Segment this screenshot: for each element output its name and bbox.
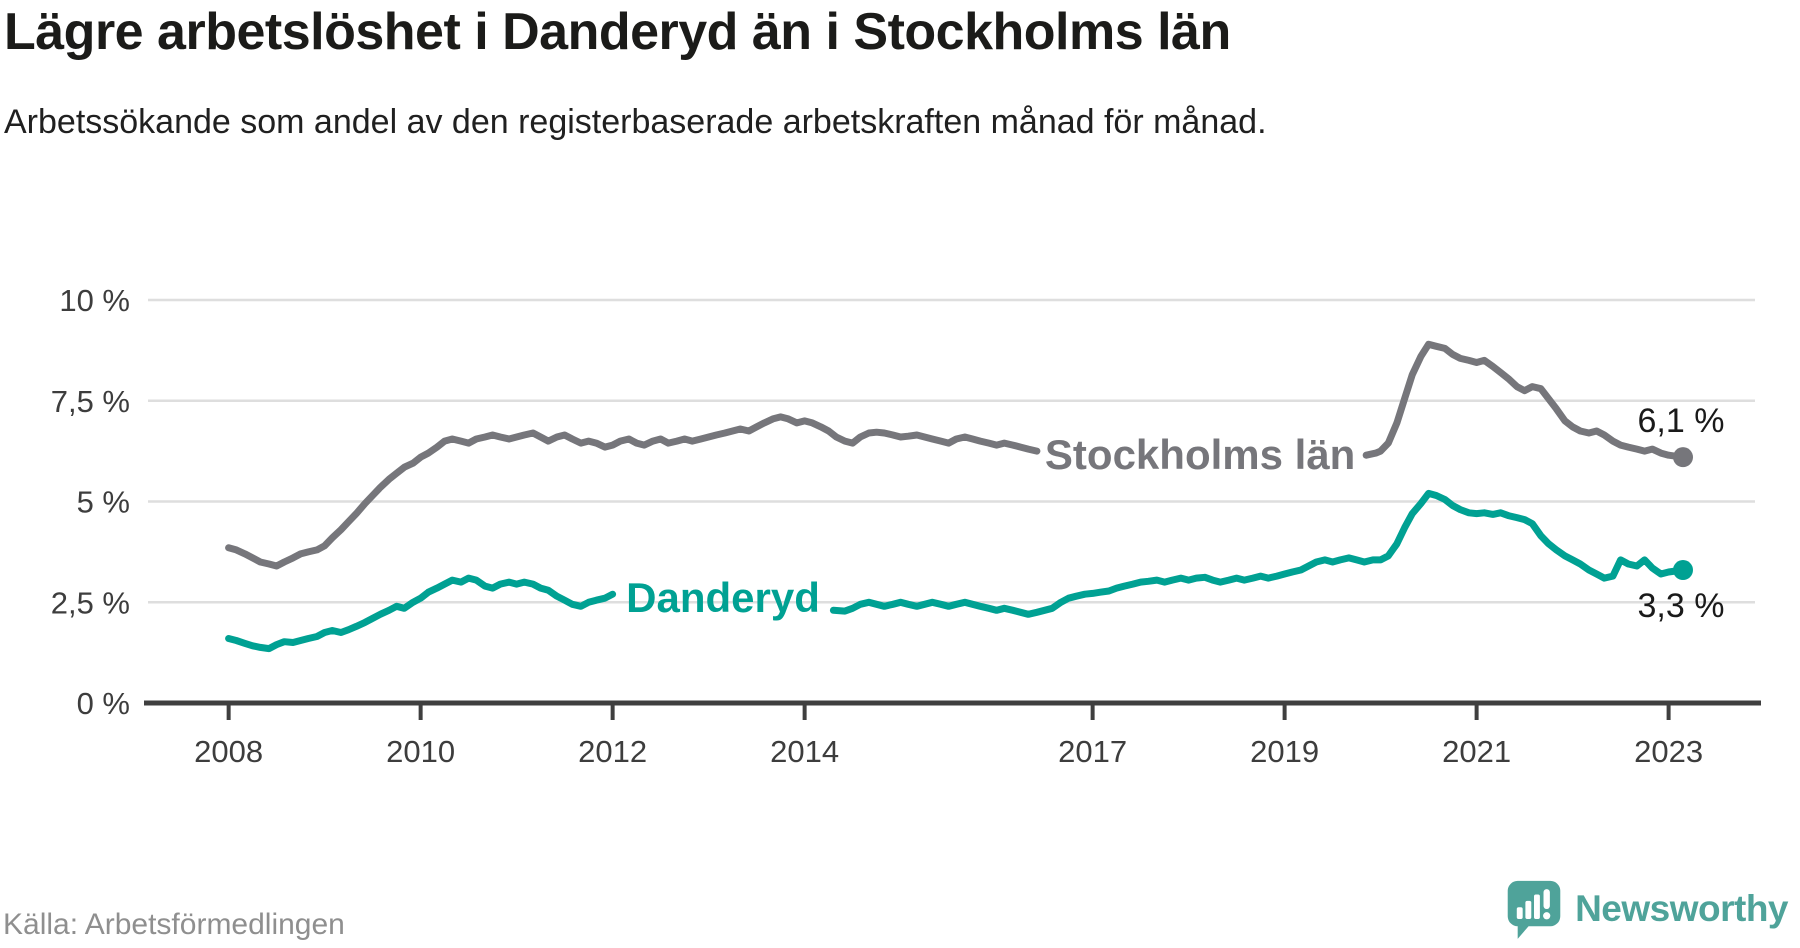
y-tick-label: 10 % bbox=[59, 283, 130, 318]
y-tick-label: 2,5 % bbox=[51, 585, 130, 620]
y-tick-label: 0 % bbox=[77, 686, 130, 721]
end-value-annotation-danderyd: 3,3 % bbox=[1638, 587, 1725, 625]
logo-exclamation-dot bbox=[1543, 912, 1551, 920]
logo-bar-tall bbox=[1534, 894, 1540, 919]
x-tick-label: 2019 bbox=[1250, 734, 1319, 769]
newsworthy-wordmark: Newsworthy bbox=[1575, 888, 1788, 929]
page-title: Lägre arbetslöshet i Danderyd än i Stock… bbox=[4, 3, 1231, 61]
series-line-danderyd bbox=[225, 574, 617, 653]
series-label-danderyd: Danderyd bbox=[626, 574, 820, 621]
y-tick-label: 7,5 % bbox=[51, 384, 130, 419]
series-label-stockholms-lan: Stockholms län bbox=[1045, 431, 1355, 478]
endpoint-dot-danderyd bbox=[1673, 560, 1694, 581]
logo-bar-medium bbox=[1525, 900, 1532, 919]
x-tick-label: 2023 bbox=[1634, 734, 1703, 769]
newsworthy-branding: Newsworthy bbox=[1505, 878, 1788, 940]
source-note: Källa: Arbetsförmedlingen bbox=[3, 908, 345, 941]
logo-exclamation-bar bbox=[1543, 889, 1550, 909]
x-tick-label: 2021 bbox=[1442, 734, 1511, 769]
x-tick-label: 2017 bbox=[1058, 734, 1127, 769]
x-tick-label: 2010 bbox=[386, 734, 455, 769]
endpoint-dot-stockholms-lan bbox=[1673, 447, 1694, 468]
page-subtitle: Arbetssökande som andel av den registerb… bbox=[4, 103, 1267, 141]
x-tick-label: 2014 bbox=[770, 734, 839, 769]
series-line-danderyd bbox=[829, 489, 1687, 618]
end-value-annotation-stockholms-lan: 6,1 % bbox=[1638, 402, 1725, 440]
x-tick-label: 2012 bbox=[578, 734, 647, 769]
logo-bar-small bbox=[1516, 907, 1523, 919]
x-tick-label: 2008 bbox=[194, 734, 263, 769]
series-line-stockholms-lan bbox=[1362, 340, 1687, 461]
newsworthy-logo-icon bbox=[1507, 880, 1561, 939]
series-line-stockholms-lan bbox=[225, 413, 1041, 570]
y-tick-label: 5 % bbox=[77, 485, 130, 520]
